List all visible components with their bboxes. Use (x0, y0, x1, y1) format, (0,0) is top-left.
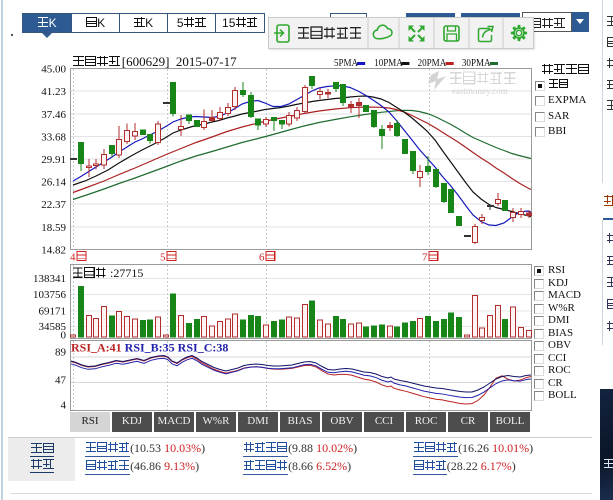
svg-text:138341: 138341 (33, 273, 66, 285)
svg-text:26.14: 26.14 (41, 177, 66, 189)
svg-text:41.23: 41.23 (41, 86, 66, 98)
svg-text:34585: 34585 (39, 321, 67, 333)
svg-text:37.46: 37.46 (41, 109, 66, 121)
svg-text:33.68: 33.68 (41, 131, 66, 143)
svg-text:eastmoney.com: eastmoney.com (452, 86, 508, 96)
svg-text:47: 47 (55, 375, 67, 387)
svg-text:29.91: 29.91 (41, 154, 66, 166)
svg-text:5: 5 (160, 252, 166, 264)
svg-text:4: 4 (61, 400, 67, 412)
svg-text::27715: :27715 (110, 266, 143, 280)
svg-text:22.37: 22.37 (41, 199, 66, 211)
svg-text:6: 6 (259, 252, 265, 264)
svg-text:0: 0 (61, 329, 67, 341)
svg-text:69171: 69171 (39, 305, 67, 317)
svg-text:89: 89 (55, 347, 67, 359)
svg-text:4: 4 (70, 252, 76, 264)
svg-text:45.00: 45.00 (41, 64, 66, 76)
svg-text:RSI_A:41 RSI_B:35 RSI_C:38: RSI_A:41 RSI_B:35 RSI_C:38 (71, 341, 228, 355)
svg-text:14.82: 14.82 (41, 245, 66, 257)
svg-text:18.59: 18.59 (41, 222, 66, 234)
svg-text:103756: 103756 (33, 289, 67, 301)
svg-text:7: 7 (422, 252, 428, 264)
